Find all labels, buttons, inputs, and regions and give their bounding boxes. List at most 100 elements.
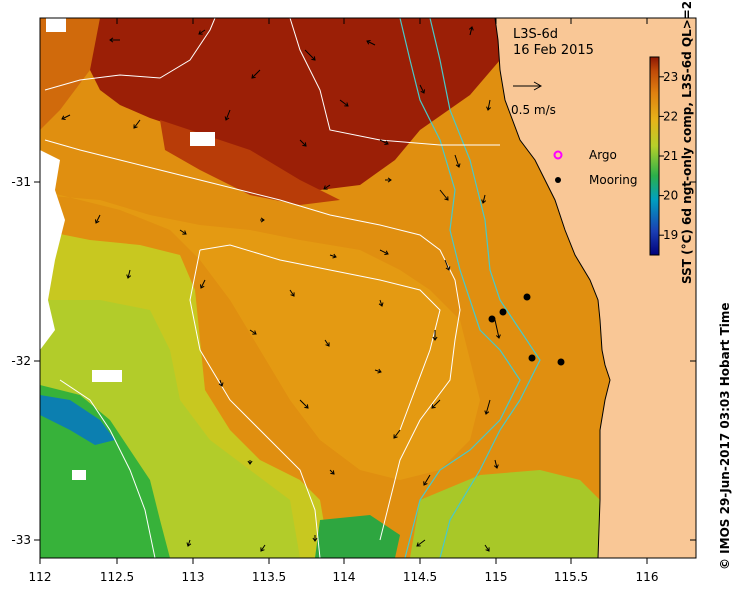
mooring-markers — [488, 293, 565, 366]
map-date: 16 Feb 2015 — [513, 43, 594, 58]
argo-marker-icon — [553, 150, 563, 160]
imos-credit: © IMOS 29-Jun-2017 03:03 Hobart Time — [718, 302, 732, 570]
map-title: L3S-6d — [513, 27, 558, 42]
plot-border — [39, 17, 697, 559]
current-arrow — [126, 269, 132, 279]
land-mass — [494, 18, 696, 558]
current-arrow — [419, 84, 426, 94]
current-arrow — [323, 184, 331, 190]
x-tick-label: 116 — [636, 570, 659, 584]
current-arrow — [431, 399, 441, 409]
no-data-patch-3 — [72, 470, 86, 480]
current-arrow — [247, 460, 253, 465]
sst-cool-south — [315, 515, 400, 558]
current-arrow — [339, 99, 349, 107]
current-arrow — [312, 535, 318, 542]
shelf-contour-2 — [429, 18, 541, 558]
sst-cold-patch — [40, 395, 115, 445]
legend: Argo Mooring — [553, 148, 638, 187]
deep-contour — [44, 139, 461, 541]
no-data-patch-1 — [92, 370, 122, 382]
colorbar-tick-label: 19 — [663, 228, 678, 242]
no-data-patch-2 — [46, 18, 66, 32]
current-arrow — [439, 189, 449, 201]
deep-contour-5 — [44, 18, 216, 91]
mooring-marker — [557, 358, 565, 366]
sst-mild-southeast — [410, 470, 600, 558]
current-arrow — [454, 154, 461, 168]
mooring-marker — [499, 308, 507, 316]
current-arrow — [329, 253, 337, 259]
sst-plot-area — [40, 18, 696, 558]
current-arrow — [224, 109, 231, 121]
current-arrow — [304, 49, 316, 61]
mooring-marker — [488, 315, 496, 323]
x-tick-label: 115.5 — [554, 570, 588, 584]
current-arrow — [133, 119, 141, 129]
x-tick-label: 112.5 — [100, 570, 134, 584]
y-tick-label: -31 — [11, 175, 31, 189]
current-arrow — [289, 289, 295, 297]
scale-arrow-head — [533, 81, 543, 91]
current-arrow — [379, 139, 389, 146]
x-tick-label: 114 — [333, 570, 356, 584]
x-tick-label: 113.5 — [252, 570, 286, 584]
scale-label: 0.5 m/s — [511, 103, 556, 117]
current-arrow — [366, 39, 376, 46]
deep-contour-2 — [199, 244, 441, 431]
current-arrow — [481, 194, 487, 204]
current-arrow — [299, 139, 307, 147]
shelf-contour — [399, 18, 521, 558]
colorbar: 23 22 21 20 19 SST (°C) 6d ngt-only comp, L3… — [649, 1, 694, 284]
no-data-north — [190, 132, 215, 146]
current-arrow — [416, 539, 426, 547]
colorbar-tick-label: 23 — [663, 70, 678, 84]
current-arrow — [299, 399, 309, 409]
current-arrow — [329, 469, 335, 475]
deep-contour-4 — [189, 249, 321, 558]
current-arrow — [493, 459, 499, 469]
current-arrow — [61, 114, 71, 121]
current-arrow — [423, 474, 431, 486]
colorbar-tick-label: 22 — [663, 109, 678, 123]
colorbar-tick-label: 21 — [663, 149, 678, 163]
current-arrow — [484, 399, 491, 415]
legend-argo-label: Argo — [589, 148, 617, 162]
sst-warm-band — [40, 190, 480, 480]
colorbar-tick-label: 20 — [663, 189, 678, 203]
current-arrow — [432, 330, 438, 341]
deep-contour-3 — [59, 379, 156, 558]
y-axis: -31 -32 -33 — [11, 175, 696, 547]
current-arrow — [179, 229, 187, 235]
current-arrow — [198, 29, 206, 35]
current-arrow — [484, 544, 490, 552]
mooring-marker-icon — [555, 177, 561, 183]
x-tick-label: 113 — [182, 570, 205, 584]
current-arrow — [444, 259, 451, 271]
current-arrow — [374, 368, 382, 374]
current-arrow — [186, 539, 192, 547]
current-arrow — [324, 339, 330, 347]
x-tick-label: 115 — [485, 570, 508, 584]
x-axis: 112 112.5 113 113.5 114 114.5 115 115.5 116 — [29, 18, 659, 584]
sst-orange-north — [40, 18, 100, 130]
current-arrow — [468, 26, 474, 36]
mooring-marker — [528, 354, 536, 362]
y-tick-label: -32 — [11, 354, 31, 368]
no-data-west — [40, 150, 65, 350]
colorbar-gradient — [649, 56, 660, 256]
current-arrow — [94, 214, 101, 224]
y-tick-label: -33 — [11, 533, 31, 547]
x-tick-label: 114.5 — [403, 570, 437, 584]
current-arrow — [260, 544, 266, 552]
current-arrow — [379, 249, 389, 256]
current-arrow — [251, 69, 261, 79]
deep-contour-6 — [289, 18, 500, 146]
current-arrow — [218, 379, 224, 387]
current-vectors — [61, 26, 501, 552]
current-arrow — [199, 279, 206, 289]
colorbar-ticks: 23 22 21 20 19 — [659, 70, 678, 242]
current-arrow — [393, 429, 401, 439]
current-arrow — [385, 177, 392, 183]
